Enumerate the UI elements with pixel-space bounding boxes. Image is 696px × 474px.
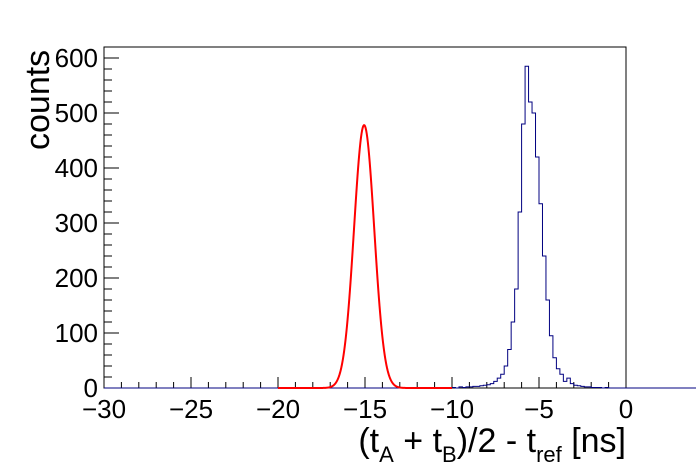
x-tick-label: −10: [430, 394, 474, 424]
y-tick-label: 400: [55, 153, 98, 183]
x-axis-tick-labels: −30 −25 −20 −15 −10 −5 0: [82, 394, 633, 424]
y-tick-label: 500: [55, 98, 98, 128]
x-tick-label: −30: [82, 394, 126, 424]
y-axis-title: counts: [19, 50, 57, 150]
x-axis-title-sub-b: B: [442, 442, 457, 467]
y-tick-label: 100: [55, 318, 98, 348]
plot-frame: [103, 46, 627, 389]
y-axis-ticks: [104, 46, 119, 389]
x-tick-label: −5: [524, 394, 554, 424]
x-tick-label: 0: [619, 394, 633, 424]
y-tick-label: 0: [84, 373, 98, 403]
x-axis-title: (tA + tB)/2 - tref [ns]: [358, 422, 626, 467]
gaussian-fit-curve: [278, 124, 452, 389]
frame-group: [103, 46, 627, 389]
x-axis-title-after: )/2 - t: [457, 422, 537, 460]
histogram-series: [104, 65, 696, 389]
x-tick-label: −20: [256, 394, 300, 424]
x-tick-label: −15: [343, 394, 387, 424]
y-tick-label: 600: [55, 43, 98, 73]
x-tick-label: −25: [169, 394, 213, 424]
y-tick-label: 200: [55, 263, 98, 293]
x-axis-title-mid: + t: [394, 422, 443, 460]
y-axis-tick-labels: 0 100 200 300 400 500 600: [55, 43, 98, 403]
y-tick-label: 300: [55, 208, 98, 238]
x-axis-title-open: (t: [358, 422, 379, 460]
x-axis-title-unit: [ns]: [562, 422, 626, 460]
x-axis-ticks: [103, 377, 627, 388]
x-axis-title-sub-ref: ref: [536, 442, 563, 467]
x-axis-title-sub-a: A: [379, 442, 394, 467]
